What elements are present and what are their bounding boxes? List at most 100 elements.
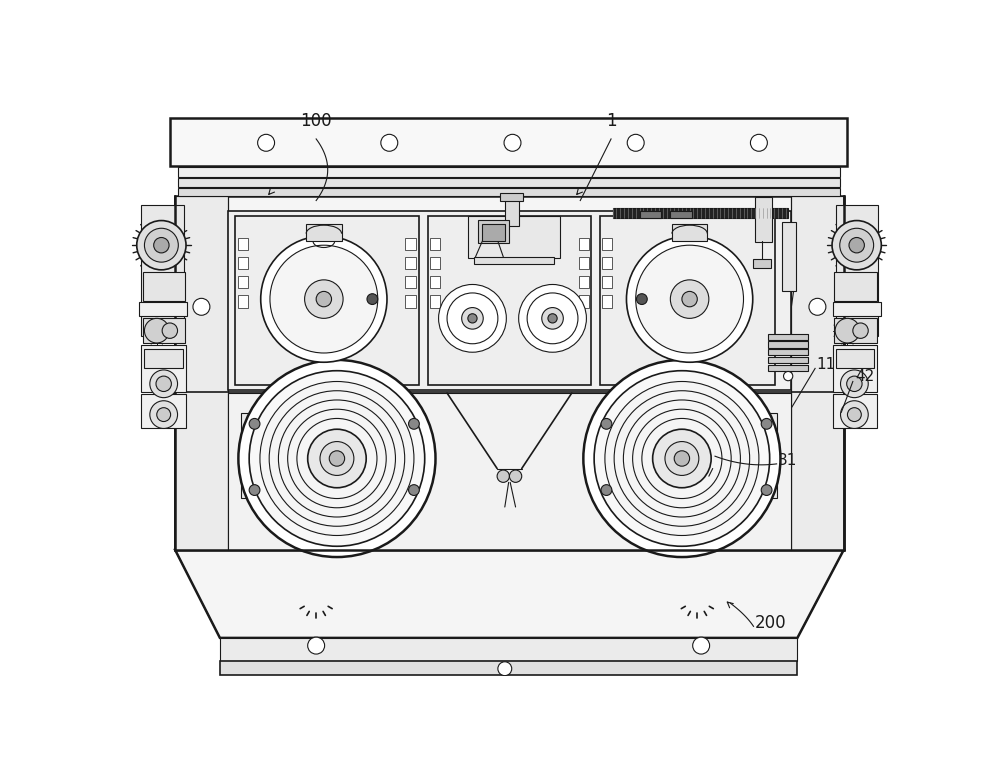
Bar	[672, 224, 707, 242]
Circle shape	[260, 382, 414, 536]
Circle shape	[853, 323, 868, 338]
Polygon shape	[175, 550, 844, 638]
Bar	[141, 394, 186, 429]
Bar	[579, 276, 589, 288]
Bar	[430, 257, 440, 269]
Circle shape	[193, 299, 210, 315]
Bar	[238, 257, 248, 269]
Bar	[768, 334, 808, 340]
Circle shape	[157, 407, 171, 422]
Circle shape	[583, 360, 780, 557]
Circle shape	[519, 284, 586, 352]
Circle shape	[665, 442, 699, 476]
Bar	[474, 257, 554, 264]
Bar	[500, 193, 523, 201]
Circle shape	[381, 135, 398, 151]
Circle shape	[784, 372, 793, 381]
Bar	[238, 276, 248, 288]
Circle shape	[636, 293, 647, 305]
Bar	[141, 205, 184, 336]
Text: 31: 31	[778, 453, 798, 468]
Bar	[753, 259, 771, 268]
Circle shape	[504, 135, 521, 151]
Bar	[405, 257, 416, 269]
Circle shape	[154, 237, 169, 253]
Circle shape	[249, 419, 260, 429]
Circle shape	[832, 220, 881, 270]
Circle shape	[497, 470, 509, 483]
Bar	[428, 216, 591, 385]
Circle shape	[761, 485, 772, 496]
Bar	[175, 196, 844, 550]
Bar	[836, 349, 874, 369]
Bar	[430, 295, 440, 308]
Bar	[602, 237, 612, 250]
Text: 42: 42	[855, 369, 874, 384]
Circle shape	[840, 228, 874, 262]
Bar	[505, 195, 519, 226]
Bar	[468, 216, 560, 258]
Circle shape	[308, 637, 325, 654]
Circle shape	[627, 135, 644, 151]
Circle shape	[841, 370, 868, 397]
Circle shape	[605, 382, 759, 536]
Circle shape	[498, 662, 512, 676]
Circle shape	[439, 284, 506, 352]
Bar	[768, 349, 808, 356]
Text: 11: 11	[817, 357, 836, 372]
Bar	[241, 413, 425, 498]
Bar	[579, 237, 589, 250]
Bar	[143, 318, 185, 343]
Circle shape	[542, 308, 563, 329]
Circle shape	[849, 237, 864, 253]
Circle shape	[238, 360, 436, 557]
Circle shape	[156, 376, 171, 391]
Circle shape	[249, 371, 425, 546]
Bar	[144, 349, 183, 369]
Bar	[579, 257, 589, 269]
Circle shape	[693, 637, 710, 654]
Circle shape	[653, 429, 711, 488]
Bar	[834, 272, 877, 302]
Text: 200: 200	[755, 613, 787, 632]
Bar	[602, 295, 612, 308]
Circle shape	[835, 318, 860, 343]
Bar	[430, 276, 440, 288]
Circle shape	[367, 293, 378, 305]
Bar	[594, 413, 777, 498]
Bar	[579, 295, 589, 308]
Circle shape	[305, 280, 343, 318]
Bar	[833, 302, 881, 316]
Bar	[670, 211, 692, 218]
Circle shape	[594, 371, 770, 546]
Bar	[755, 198, 772, 242]
Bar	[405, 295, 416, 308]
Circle shape	[137, 220, 186, 270]
Circle shape	[316, 291, 332, 307]
Circle shape	[670, 280, 709, 318]
Circle shape	[601, 419, 612, 429]
Bar	[141, 345, 186, 391]
Bar	[833, 345, 877, 391]
Bar	[139, 302, 187, 316]
Circle shape	[847, 407, 861, 422]
Bar	[768, 341, 808, 347]
Bar	[238, 295, 248, 308]
Bar	[640, 211, 661, 218]
Circle shape	[409, 419, 419, 429]
Bar	[834, 318, 877, 343]
Circle shape	[261, 236, 387, 363]
Bar	[782, 222, 796, 291]
Circle shape	[409, 485, 419, 496]
Circle shape	[674, 451, 690, 466]
Circle shape	[320, 442, 354, 476]
Circle shape	[847, 376, 862, 391]
Bar	[482, 223, 505, 241]
Circle shape	[682, 291, 697, 307]
Bar	[602, 276, 612, 288]
Bar	[768, 357, 808, 363]
Bar	[170, 118, 847, 166]
Bar	[405, 237, 416, 250]
Circle shape	[841, 401, 868, 429]
Bar	[306, 224, 342, 242]
